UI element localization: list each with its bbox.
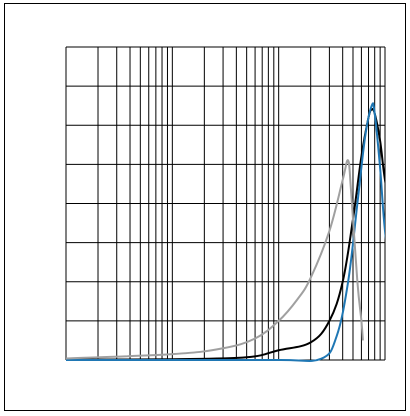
outer-border bbox=[4, 3, 406, 411]
series-line-1 bbox=[66, 108, 385, 361]
series-line-3 bbox=[66, 159, 364, 360]
series-line-2 bbox=[66, 102, 385, 362]
grid bbox=[65, 46, 386, 361]
series-group bbox=[66, 102, 385, 362]
